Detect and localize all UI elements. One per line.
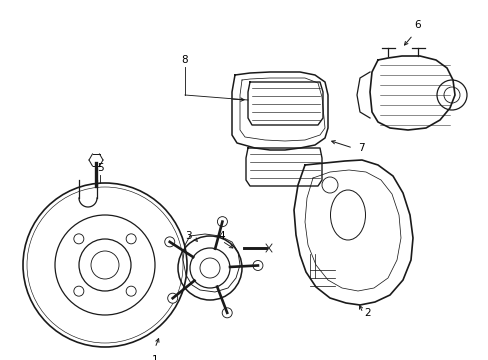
Text: 5: 5: [97, 163, 103, 173]
Circle shape: [222, 308, 232, 318]
Circle shape: [167, 293, 177, 303]
Circle shape: [252, 261, 263, 270]
Circle shape: [217, 217, 227, 227]
Text: 4: 4: [218, 231, 224, 241]
Text: 8: 8: [182, 55, 188, 65]
Text: 6: 6: [414, 20, 421, 30]
Text: 1: 1: [151, 355, 158, 360]
Circle shape: [164, 237, 174, 247]
Text: 2: 2: [364, 308, 370, 318]
Text: 7: 7: [357, 143, 364, 153]
Text: 3: 3: [185, 231, 192, 241]
